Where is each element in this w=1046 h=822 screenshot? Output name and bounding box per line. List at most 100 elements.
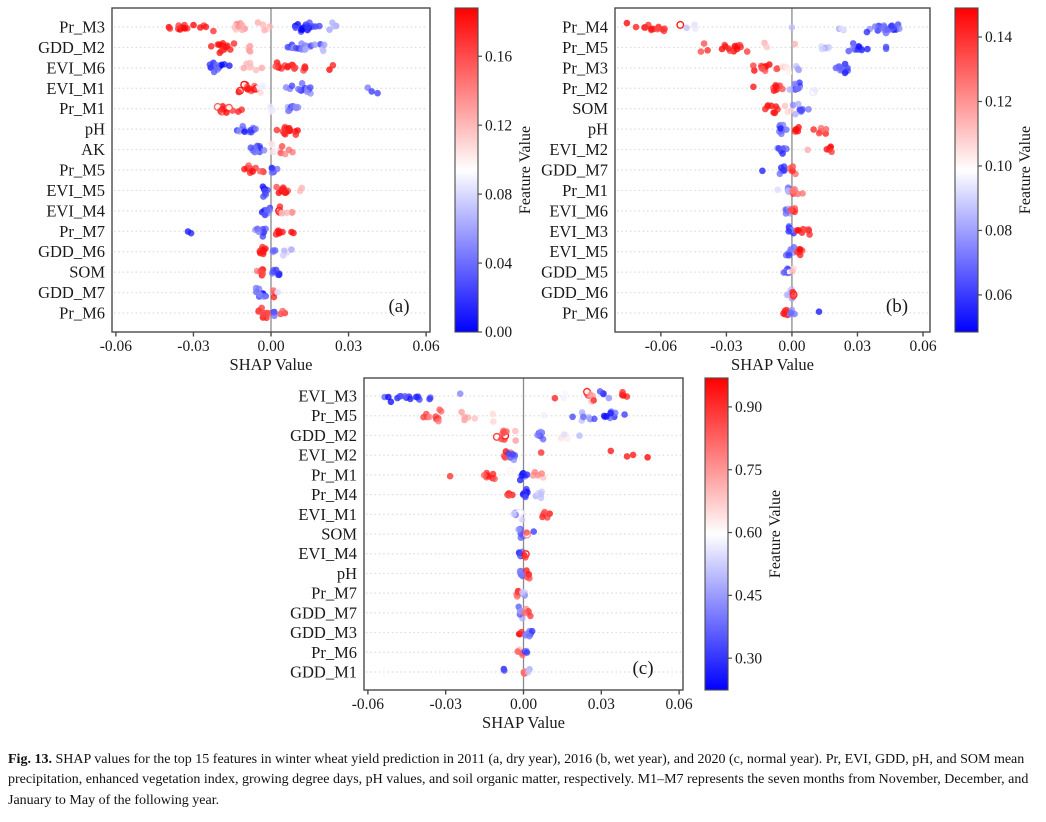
colorbar-tick-label: 0.45 <box>735 588 762 605</box>
x-axis: -0.06 -0.03 0.00 0.03 0.06 <box>352 690 693 713</box>
x-tick-label: -0.03 <box>710 338 743 355</box>
feature-label: GDD_M6 <box>38 242 105 261</box>
row-gridlines <box>366 395 681 673</box>
feature-label: Pr_M1 <box>311 465 357 484</box>
feature-label: SOM <box>572 99 608 118</box>
feature-label: Pr_M2 <box>562 79 608 98</box>
feature-labels: EVI_M3Pr_M5GDD_M2EVI_M2Pr_M1Pr_M4EVI_M1S… <box>290 387 357 682</box>
feature-label: Pr_M4 <box>562 18 608 37</box>
plot-frame <box>614 7 931 333</box>
panel-letter: (c) <box>632 658 653 679</box>
feature-label: Pr_M1 <box>562 181 608 200</box>
feature-label: GDD_M3 <box>290 623 357 642</box>
feature-label: Pr_M1 <box>59 99 105 118</box>
feature-label: SOM <box>69 263 105 282</box>
x-axis-title: SHAP Value <box>230 355 313 374</box>
feature-label: Pr_M7 <box>59 222 105 241</box>
x-axis-title: SHAP Value <box>482 713 565 732</box>
feature-label: EVI_M5 <box>46 181 105 200</box>
colorbar: 0.06 0.08 0.10 0.12 0.14 Feature Value <box>954 7 1034 333</box>
feature-label: Pr_M6 <box>311 643 357 662</box>
feature-label: EVI_M2 <box>298 446 357 465</box>
x-tick-label: 0.03 <box>588 696 615 713</box>
feature-label: GDD_M7 <box>541 161 608 180</box>
feature-label: EVI_M4 <box>46 201 105 220</box>
feature-label: EVI_M4 <box>298 544 357 563</box>
feature-label: EVI_M6 <box>46 58 105 77</box>
feature-label: Pr_M7 <box>311 584 357 603</box>
x-axis: -0.06 -0.03 0.00 0.03 0.06 <box>100 332 440 355</box>
feature-label: EVI_M1 <box>46 79 105 98</box>
feature-label: SOM <box>321 525 357 544</box>
feature-label: Pr_M3 <box>562 58 608 77</box>
feature-label: Pr_M6 <box>59 304 105 323</box>
feature-label: GDD_M6 <box>541 283 608 302</box>
colorbar-gradient <box>454 7 479 333</box>
colorbar: 0.30 0.45 0.60 0.75 0.90 Feature Value <box>704 377 784 691</box>
feature-label: GDD_M7 <box>38 283 105 302</box>
colorbar-tick-label: 0.06 <box>985 287 1012 304</box>
feature-label: Pr_M3 <box>59 18 105 37</box>
feature-labels: Pr_M4Pr_M5Pr_M3Pr_M2SOMpHEVI_M2GDD_M7Pr_… <box>541 18 608 323</box>
colorbar-gradient <box>954 7 979 333</box>
feature-label: EVI_M3 <box>549 222 608 241</box>
x-tick-label: -0.06 <box>645 338 678 355</box>
x-tick-label: 0.00 <box>257 338 284 355</box>
feature-label: pH <box>85 120 105 139</box>
panel-letter: (a) <box>388 296 409 317</box>
figure-caption: Fig. 13. SHAP values for the top 15 feat… <box>8 750 1040 811</box>
feature-label: Pr_M6 <box>562 304 608 323</box>
x-tick-label: -0.06 <box>100 338 133 355</box>
x-tick-label: 0.00 <box>778 338 805 355</box>
feature-label: GDD_M2 <box>38 38 105 57</box>
colorbar-title: Feature Value <box>767 490 784 578</box>
colorbar-tick-label: 0.30 <box>735 650 762 667</box>
caption-text: SHAP values for the top 15 features in w… <box>8 752 1029 808</box>
x-tick-label: 0.03 <box>335 338 362 355</box>
feature-label: pH <box>337 564 357 583</box>
colorbar-tick-label: 0.08 <box>985 223 1012 240</box>
colorbar-title: Feature Value <box>517 126 534 214</box>
colorbar-tick-label: 0.00 <box>485 324 512 341</box>
colorbar-title: Feature Value <box>1017 126 1034 214</box>
feature-label: GDD_M7 <box>290 603 357 622</box>
feature-label: EVI_M6 <box>549 201 608 220</box>
x-axis-title: SHAP Value <box>731 355 814 374</box>
x-tick-label: 0.03 <box>844 338 871 355</box>
x-tick-label: 0.00 <box>510 696 537 713</box>
feature-label: GDD_M2 <box>290 426 357 445</box>
colorbar-tick-label: 0.12 <box>485 117 512 134</box>
colorbar-tick-label: 0.90 <box>735 399 762 416</box>
shap-points <box>623 19 903 319</box>
feature-label: EVI_M1 <box>298 505 357 524</box>
feature-label: EVI_M3 <box>298 387 357 406</box>
panel-b: -0.06 -0.03 0.00 0.03 0.06 SHAP Value Pr_M4 Pr_… <box>541 7 1034 374</box>
feature-label: EVI_M2 <box>549 140 608 159</box>
feature-label: GDD_M5 <box>541 263 608 282</box>
colorbar: 0.00 0.04 0.08 0.12 0.16 Feature Value <box>454 7 534 341</box>
feature-label: AK <box>81 140 105 159</box>
x-tick-label: 0.06 <box>413 338 440 355</box>
colorbar-tick-label: 0.10 <box>985 158 1012 175</box>
feature-label: pH <box>588 120 608 139</box>
x-tick-label: 0.06 <box>666 696 693 713</box>
x-tick-label: -0.03 <box>177 338 210 355</box>
colorbar-tick-label: 0.12 <box>985 94 1012 111</box>
shap-points <box>165 19 381 322</box>
x-tick-label: -0.03 <box>430 696 463 713</box>
feature-label: Pr_M5 <box>59 161 105 180</box>
feature-labels: Pr_M3GDD_M2EVI_M6EVI_M1Pr_M1pHAKPr_M5EVI… <box>38 18 105 323</box>
shap-points <box>381 387 651 677</box>
x-tick-label: 0.06 <box>909 338 936 355</box>
panel-letter: (b) <box>886 296 908 317</box>
row-gridlines <box>617 26 928 314</box>
x-axis: -0.06 -0.03 0.00 0.03 0.06 <box>645 332 937 355</box>
feature-label: EVI_M5 <box>549 242 608 261</box>
colorbar-tick-label: 0.75 <box>735 462 762 479</box>
colorbar-gradient <box>704 377 729 691</box>
colorbar-tick-label: 0.04 <box>485 255 512 272</box>
